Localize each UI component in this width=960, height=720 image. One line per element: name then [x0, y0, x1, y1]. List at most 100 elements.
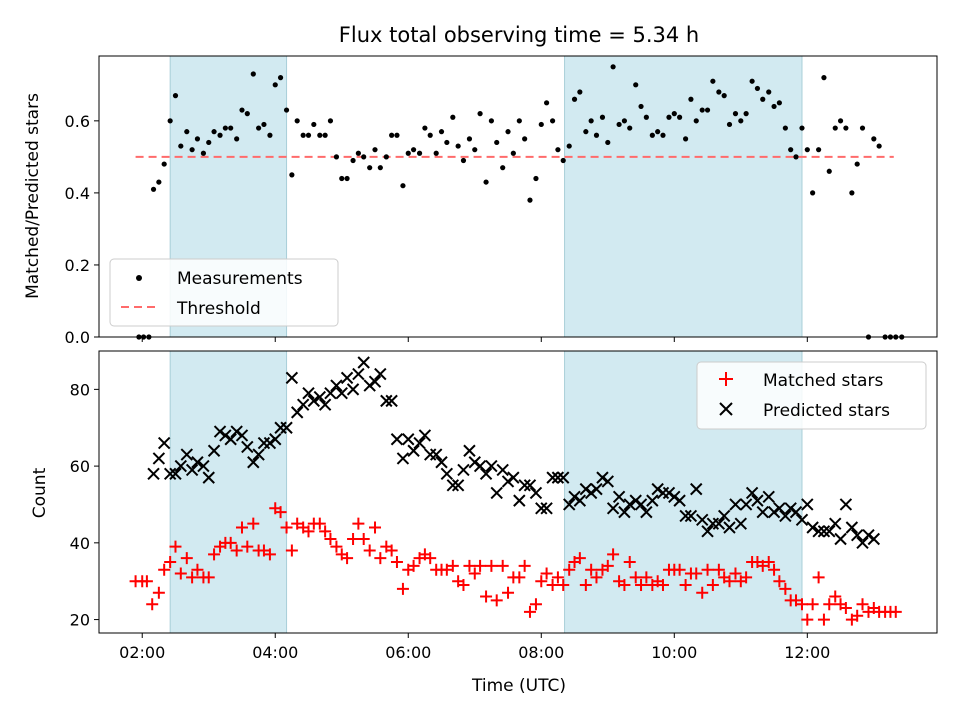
matched-star-point: [690, 567, 703, 580]
predicted-star-point: [290, 406, 304, 419]
matched-star-point: [551, 571, 564, 584]
predicted-star-point: [756, 505, 769, 519]
measurement-point: [633, 82, 639, 88]
predicted-star-point: [241, 440, 254, 454]
y-tick-label: 0.2: [65, 256, 90, 275]
measurement-point: [333, 154, 340, 160]
matched-star-point: [889, 605, 902, 618]
predicted-star-point: [501, 475, 515, 488]
measurement-point: [721, 93, 727, 99]
measurement-point: [500, 165, 506, 171]
predicted-star-point: [197, 459, 210, 473]
measurement-point: [571, 96, 578, 102]
bottom-legend: Matched stars Predicted stars: [696, 361, 927, 430]
predicted-star-point: [606, 502, 620, 515]
predicted-star-point: [468, 456, 481, 469]
matched-star-point: [696, 586, 709, 599]
matched-star-point: [673, 563, 686, 576]
predicted-star-point: [618, 505, 631, 519]
matched-star-point: [579, 579, 592, 592]
matched-star-point: [302, 525, 315, 538]
predicted-star-point: [540, 502, 553, 515]
measurement-point: [799, 125, 805, 131]
matched-star-point: [324, 533, 337, 545]
measurement-point: [450, 114, 456, 120]
y-tick-label: 0.6: [65, 112, 90, 131]
measurement-point: [859, 125, 866, 131]
predicted-star-point: [513, 494, 526, 507]
matched-star-point: [779, 582, 792, 595]
predicted-star-point: [629, 494, 642, 507]
predicted-star-point: [529, 486, 543, 500]
predicted-star-point: [396, 452, 410, 465]
predicted-star-point: [235, 429, 249, 442]
predicted-star-point: [346, 383, 360, 396]
measurement-point: [250, 71, 256, 77]
matched-star-point: [202, 571, 215, 584]
matched-star-point: [285, 544, 298, 557]
measurement-point: [726, 121, 733, 128]
measurement-point: [405, 150, 411, 156]
predicted-star-point: [723, 521, 736, 534]
predicted-star-point: [751, 494, 764, 507]
predicted-star-point: [407, 444, 420, 457]
matched-star-point: [263, 548, 276, 561]
measurement-point: [871, 136, 877, 142]
matched-star-point: [247, 517, 260, 530]
measurement-point: [555, 147, 561, 153]
predicted-star-point: [340, 371, 354, 385]
matched-star-point: [446, 559, 459, 572]
matched-star-point: [823, 598, 836, 611]
top-y-axis-ticks: 0.0 0.2 0.4 0.6: [65, 112, 99, 347]
predicted-star-point: [413, 436, 426, 450]
matched-star-point: [280, 521, 293, 534]
predicted-star-point: [789, 505, 803, 519]
matched-star-point: [180, 552, 193, 565]
predicted-star-point: [473, 459, 487, 473]
measurement-point: [167, 118, 173, 124]
predicted-star-point: [850, 528, 864, 542]
predicted-star-point: [557, 471, 570, 484]
predicted-star-point: [185, 463, 199, 477]
matched-star-point: [640, 571, 653, 584]
matched-star-point: [396, 582, 409, 595]
x-tick-label: 04:00: [252, 643, 298, 662]
measurement-point: [666, 114, 672, 120]
predicted-star-point: [318, 398, 332, 411]
predicted-star-point: [568, 490, 581, 504]
predicted-star-point: [152, 452, 166, 465]
predicted-star-point: [307, 394, 321, 408]
measurement-point: [577, 89, 583, 95]
measurement-point: [854, 161, 860, 167]
measurement-point: [655, 129, 661, 135]
predicted-star-point: [551, 471, 565, 484]
predicted-star-point: [457, 463, 470, 477]
predicted-star-point: [263, 436, 277, 450]
measurement-point: [367, 165, 373, 171]
measurement-point: [317, 132, 323, 138]
legend-measurements-marker: [136, 275, 142, 281]
predicted-star-point: [823, 525, 836, 538]
top-y-axis-label: Matched/Predicted stars: [23, 93, 43, 299]
measurement-point: [843, 125, 849, 131]
predicted-star-point: [535, 502, 548, 515]
predicted-star-point: [623, 498, 636, 511]
predicted-star-point: [684, 509, 698, 523]
measurement-point: [754, 85, 761, 92]
matched-star-point: [330, 540, 343, 553]
predicted-star-point: [280, 421, 293, 434]
bottom-plot-frame: [98, 350, 938, 634]
matched-star-point: [313, 517, 326, 530]
predicted-star-point: [313, 390, 327, 404]
measurement-point: [377, 165, 383, 171]
legend-matched-marker: [719, 372, 733, 386]
measurement-point: [732, 111, 739, 117]
predicted-star-point: [451, 479, 465, 492]
measurement-point: [427, 132, 433, 138]
measurement-point: [239, 107, 245, 113]
matched-star-point: [468, 567, 481, 580]
matched-star-point: [146, 598, 159, 611]
predicted-star-point: [479, 467, 493, 480]
matched-star-point: [590, 571, 603, 584]
